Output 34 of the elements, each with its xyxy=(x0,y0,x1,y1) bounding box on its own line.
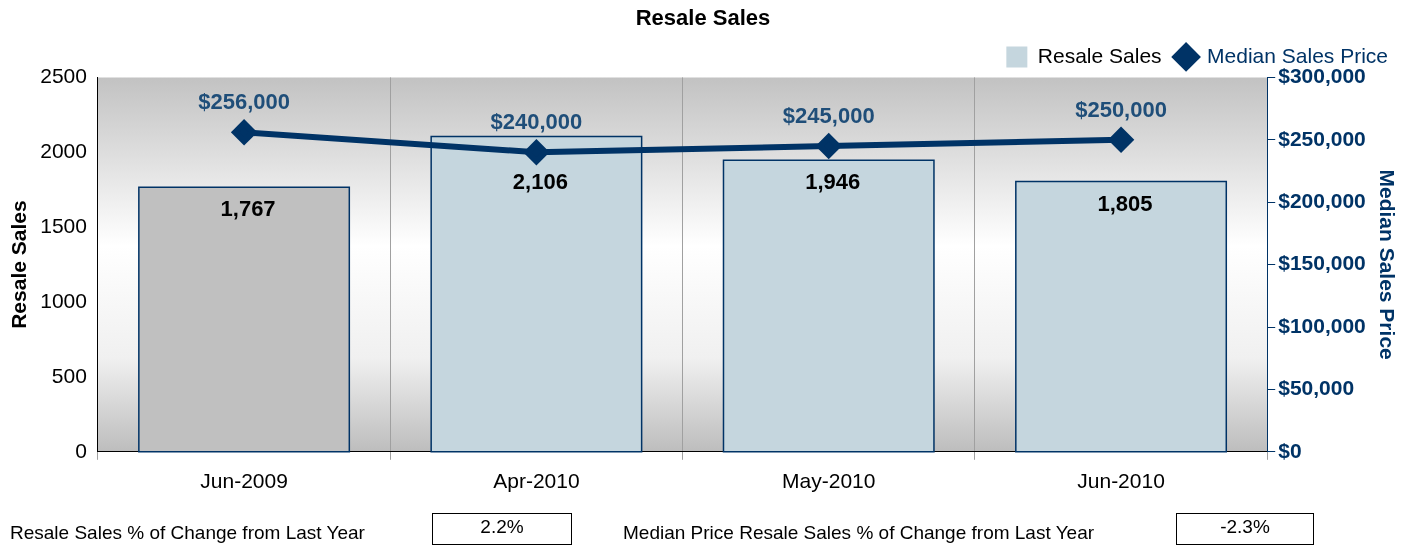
text: -2.3% xyxy=(1176,513,1314,545)
data-label: $240,000 xyxy=(490,109,583,135)
y-tick-label: 2500 xyxy=(40,64,87,88)
y-tick-label: 0 xyxy=(75,438,87,462)
legend-label: Resale Sales xyxy=(1037,43,1162,67)
y-tick-label: 1500 xyxy=(40,213,87,237)
data-label: 2,106 xyxy=(512,169,568,195)
y2-tick-label: $200,000 xyxy=(1278,189,1366,212)
y-axis-title: Resale Sales xyxy=(7,200,31,329)
x-tick-label: Apr-2010 xyxy=(493,469,580,493)
y2-tick-label: $150,000 xyxy=(1278,251,1366,275)
data-label: 1,805 xyxy=(1097,190,1153,216)
data-label: 1,767 xyxy=(220,196,276,222)
x-tick-label: Jun-2010 xyxy=(1077,469,1165,493)
data-label: $256,000 xyxy=(198,89,290,115)
y-tick-label: 1000 xyxy=(40,288,87,312)
y-tick-label: 2000 xyxy=(40,139,87,163)
y2-tick-label: $50,000 xyxy=(1278,376,1355,400)
x-tick-label: Jun-2009 xyxy=(200,469,288,493)
x-tick-label: May-2010 xyxy=(782,469,876,493)
chart-title: Resale Sales xyxy=(635,5,771,31)
y2-axis-title: Median Sales Price xyxy=(1375,169,1399,360)
y2-tick-label: $0 xyxy=(1278,438,1302,462)
text: Resale Sales % of Change from Last Year xyxy=(10,522,365,544)
y-tick-label: 500 xyxy=(51,363,87,387)
text: Median Price Resale Sales % of Change from Last Year xyxy=(623,522,1095,544)
legend-label: Median Sales Price xyxy=(1207,43,1388,67)
text: 2.2% xyxy=(432,513,572,545)
data-label: $245,000 xyxy=(782,103,875,129)
y2-tick-label: $250,000 xyxy=(1278,126,1366,150)
data-label: $250,000 xyxy=(1075,96,1167,122)
data-label: 1,946 xyxy=(805,169,861,195)
y2-tick-label: $100,000 xyxy=(1278,313,1366,337)
y2-tick-label: $300,000 xyxy=(1278,64,1366,88)
